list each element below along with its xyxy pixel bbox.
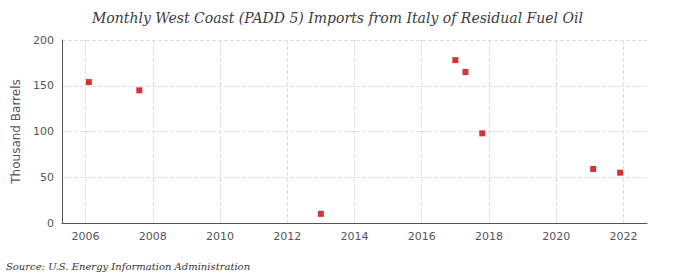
svg-text:2014: 2014 bbox=[341, 230, 369, 243]
svg-text:200: 200 bbox=[33, 34, 54, 47]
svg-text:0: 0 bbox=[47, 217, 54, 230]
svg-text:150: 150 bbox=[33, 79, 54, 92]
svg-text:Thousand Barrels: Thousand Barrels bbox=[9, 79, 23, 184]
svg-text:50: 50 bbox=[40, 171, 54, 184]
svg-text:2006: 2006 bbox=[72, 230, 100, 243]
svg-text:2018: 2018 bbox=[475, 230, 503, 243]
svg-text:2012: 2012 bbox=[273, 230, 301, 243]
svg-text:2022: 2022 bbox=[609, 230, 637, 243]
svg-text:Monthly West Coast (PADD 5) Im: Monthly West Coast (PADD 5) Imports from… bbox=[91, 10, 583, 26]
svg-text:2010: 2010 bbox=[206, 230, 234, 243]
svg-text:100: 100 bbox=[33, 125, 54, 138]
svg-text:2008: 2008 bbox=[139, 230, 167, 243]
svg-text:2020: 2020 bbox=[542, 230, 570, 243]
svg-text:2016: 2016 bbox=[408, 230, 436, 243]
svg-text:Source: U.S. Energy Informatio: Source: U.S. Energy Information Administ… bbox=[6, 261, 250, 272]
